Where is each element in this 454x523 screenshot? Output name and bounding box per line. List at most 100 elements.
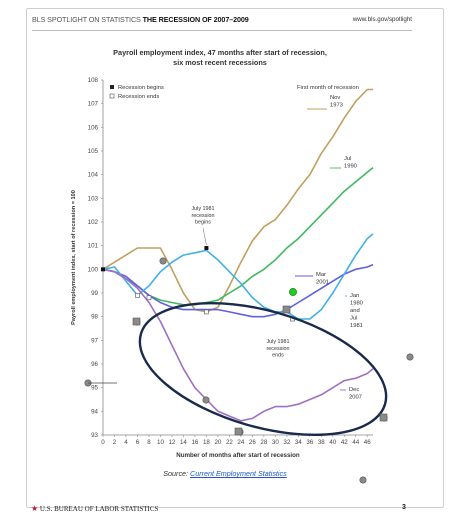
recession-end-marker	[135, 293, 140, 298]
page-header: BLS SPOTLIGHT ON STATISTICS THE RECESSIO…	[32, 15, 412, 27]
overlay-handle	[159, 257, 167, 265]
x-tick-label: 40	[329, 439, 336, 446]
annotation-text: July 1981	[191, 206, 214, 212]
x-tick-label: 42	[341, 439, 348, 446]
chart-subtitle: six most recent recessions	[173, 57, 267, 67]
footer-agency: ★ U.S. BUREAU OF LABOR STATISTICS	[31, 504, 158, 513]
recession-begin-marker	[204, 246, 209, 251]
y-tick-label: 102	[88, 219, 99, 226]
chart-title: Payroll employment index, 47 months afte…	[60, 48, 380, 67]
y-tick-label: 107	[88, 101, 99, 108]
x-tick-label: 6	[136, 439, 140, 446]
legend-title: First month of recession	[297, 85, 359, 91]
annotation-text: ends	[272, 353, 284, 359]
x-tick-label: 26	[249, 439, 256, 446]
recession-begin-marker	[101, 267, 105, 272]
overlay-handle	[359, 476, 367, 484]
header-title: BLS SPOTLIGHT ON STATISTICS THE RECESSIO…	[32, 15, 249, 24]
x-tick-label: 36	[306, 439, 313, 446]
highlight-ellipse	[138, 301, 388, 437]
legend-label-begin: Recession begins	[118, 85, 164, 91]
y-tick-label: 100	[88, 266, 99, 273]
x-tick-label: 20	[214, 439, 221, 446]
x-tick-label: 32	[283, 439, 290, 446]
series-line-dec2007	[102, 268, 374, 422]
overlay-handle-square	[282, 305, 291, 314]
y-tick-label: 105	[88, 148, 99, 155]
annotation-leader	[202, 227, 207, 246]
x-tick-label: 38	[318, 439, 325, 446]
overlay-handle	[406, 353, 414, 361]
x-tick-label: 28	[260, 439, 267, 446]
chart-source: Source: Current Employment Statistics	[100, 469, 350, 478]
series-label-jul1990: 1990	[344, 164, 357, 170]
series-label-jan1980: 1980	[350, 301, 363, 307]
annotation-text: begins	[195, 220, 211, 226]
y-tick-label: 96	[91, 361, 98, 368]
x-tick-label: 2	[113, 439, 117, 446]
x-tick-label: 22	[226, 439, 233, 446]
source-link[interactable]: Current Employment Statistics	[190, 469, 287, 478]
star-icon: ★	[31, 504, 39, 513]
recession-end-marker	[204, 309, 209, 315]
rotation-handle	[289, 288, 297, 296]
overlay-handle-square	[234, 427, 243, 436]
header-rule	[32, 30, 412, 31]
x-tick-label: 12	[168, 439, 175, 446]
legend-label-end: Recession ends	[118, 94, 159, 100]
annotation-text: recession	[191, 213, 214, 219]
annotation-text: July 1981	[266, 339, 289, 345]
x-tick-label: 44	[352, 439, 359, 446]
y-tick-label: 99	[91, 290, 98, 297]
recession-end-marker	[146, 295, 152, 301]
page-number: 3	[402, 504, 406, 511]
y-tick-label: 94	[91, 408, 98, 415]
chart-title-line1: Payroll employment index, 47 months afte…	[113, 48, 327, 57]
x-tick-label: 4	[124, 439, 128, 446]
overlay-handle-square	[379, 413, 388, 422]
overlay-handle-square	[132, 317, 141, 326]
series-label-dec2007: 2007	[349, 395, 362, 401]
series-label-jan1980: Jan	[350, 293, 359, 299]
overlay-handle	[202, 396, 210, 404]
series-label-jul1990: Jul	[344, 156, 351, 162]
header-url[interactable]: www.bls.gov/spotlight	[352, 16, 412, 23]
legend-begin-marker	[110, 85, 114, 89]
x-tick-label: 10	[157, 439, 164, 446]
series-label-jan1980: 1981	[350, 323, 363, 329]
x-tick-label: 46	[364, 439, 371, 446]
y-tick-label: 103	[88, 195, 99, 202]
series-label-jan1980: Jul	[350, 316, 357, 322]
y-axis-title: Payroll employment index, start of reces…	[71, 190, 77, 325]
x-tick-label: 8	[147, 439, 151, 446]
x-tick-label: 14	[180, 439, 187, 446]
x-tick-label: 34	[295, 439, 302, 446]
y-tick-label: 98	[91, 314, 98, 321]
series-line-jan1980	[102, 233, 374, 320]
series-label-nov1973: Nov	[330, 95, 340, 101]
x-tick-label: 24	[237, 439, 244, 446]
y-tick-label: 108	[88, 77, 99, 84]
footer-agency-text: U.S. BUREAU OF LABOR STATISTICS	[39, 505, 159, 513]
source-prefix: Source:	[163, 469, 189, 478]
y-tick-label: 93	[91, 432, 98, 439]
y-tick-label: 104	[88, 172, 99, 179]
y-tick-label: 106	[88, 124, 99, 131]
annotation-text: recession	[266, 346, 289, 352]
series-label-mar2001: Mar	[316, 272, 326, 278]
series-line-nov1973	[102, 88, 373, 313]
y-tick-label: 97	[91, 337, 98, 344]
legend-end-marker	[109, 93, 115, 99]
series-label-nov1973: 1973	[330, 103, 343, 109]
x-tick-label: 16	[191, 439, 198, 446]
x-axis-title: Number of months after start of recessio…	[176, 452, 300, 459]
series-label-mar2001: 2001	[316, 280, 329, 286]
y-tick-label: 101	[88, 243, 99, 250]
series-line-jul1990	[102, 166, 374, 306]
series-label-jan1980: and	[350, 308, 360, 314]
y-tick-label: 95	[91, 385, 98, 392]
series-label-dec2007: Dec	[349, 387, 359, 393]
page-frame	[26, 8, 444, 508]
x-tick-label: 18	[203, 439, 210, 446]
